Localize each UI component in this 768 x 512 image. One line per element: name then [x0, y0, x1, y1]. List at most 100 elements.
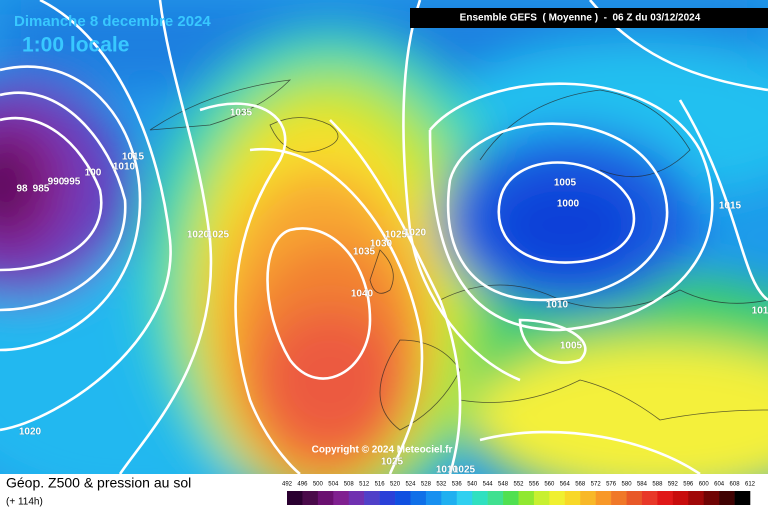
colorbar-tick-label: 576: [606, 482, 617, 488]
colorbar-swatch: [364, 491, 380, 505]
footer-title: Géop. Z500 & pression au sol: [6, 475, 191, 491]
copyright: Copyright © 2024 Meteociel.fr: [312, 445, 453, 456]
colorbar-tick-label: 552: [513, 482, 524, 488]
isobar-label: 1040: [351, 289, 374, 300]
colorbar-swatch: [703, 491, 720, 505]
colorbar-swatch: [518, 491, 535, 505]
colorbar-swatch: [456, 491, 473, 505]
colorbar-tick-label: 516: [375, 482, 386, 488]
isobar-label: 1010: [436, 465, 459, 476]
colorbar-tick-label: 564: [560, 482, 571, 488]
isobar-label: 1015: [719, 201, 742, 212]
isobar-label: 990: [48, 177, 65, 188]
colorbar-swatch: [626, 491, 643, 505]
colorbar-tick-label: 520: [390, 482, 401, 488]
colorbar-tick-label: 540: [467, 482, 478, 488]
isobar-label: 1005: [554, 178, 577, 189]
colorbar-swatch: [549, 491, 566, 505]
colorbar-tick-label: 600: [699, 482, 710, 488]
colorbar-tick-label: 572: [591, 482, 602, 488]
colorbar-tick-label: 496: [297, 482, 308, 488]
isobars: [0, 0, 768, 474]
colorbar-swatch: [395, 491, 411, 505]
colorbar-swatch: [333, 491, 350, 505]
colorbar-swatch: [672, 491, 689, 505]
run-banner: [410, 8, 768, 28]
colorbar-swatch: [287, 491, 303, 505]
isobar-label: 1015: [122, 152, 145, 163]
isobar-label: 1025: [385, 230, 408, 241]
colorbar-swatch: [533, 491, 550, 505]
isobar-label: 98: [16, 184, 28, 195]
isobar-label: 1025: [381, 457, 404, 468]
map-time: 1:00 locale: [22, 34, 129, 57]
isobar-label: 1025: [453, 465, 476, 476]
colorbar-tick-label: 508: [344, 482, 355, 488]
colorbar-swatch: [410, 491, 427, 505]
colorbar-tick-label: 612: [745, 482, 756, 488]
colorbar-tick-label: 560: [544, 482, 555, 488]
isobar-label: 1000: [557, 199, 580, 210]
colorbar-tick-label: 604: [714, 482, 725, 488]
colorbar-swatch: [688, 491, 704, 505]
colorbar-swatch: [595, 491, 612, 505]
colorbar-tick-label: 584: [637, 482, 648, 488]
colorbar-tick-label: 536: [452, 482, 463, 488]
colorbar-swatch: [472, 491, 488, 505]
map-date: Dimanche 8 decembre 2024: [14, 13, 211, 30]
colorbar-swatch: [734, 491, 751, 505]
colorbar-swatch: [503, 491, 519, 505]
colorbar-tick-label: 588: [652, 482, 663, 488]
colorbar-tick-label: 504: [328, 482, 339, 488]
isobar-labels: 1035101510101009959909859810201025103510…: [16, 107, 768, 476]
colorbar-swatch: [564, 491, 581, 505]
isobar-label: 100: [85, 168, 102, 179]
isobar-label: 1020: [404, 228, 427, 239]
isobar-label: 995: [64, 177, 81, 188]
isobar-label: 1020: [19, 427, 42, 438]
isobar-label: 1010: [546, 300, 569, 311]
colorbar-tick-label: 596: [683, 482, 694, 488]
colorbar-tick-label: 492: [282, 482, 293, 488]
colorbar-tick-label: 580: [622, 482, 633, 488]
colorbar-tick-label: 608: [730, 482, 741, 488]
colorbar-swatch: [719, 491, 735, 505]
colorbar-swatch: [425, 491, 442, 505]
footer-lead: (+ 114h): [6, 497, 43, 508]
colorbar-tick-label: 532: [436, 482, 447, 488]
colorbar-tick-label: 524: [405, 482, 416, 488]
isobar-label: 1035: [353, 247, 376, 258]
isobar-label: 1020: [187, 230, 210, 241]
colorbar-tick-label: 544: [483, 482, 494, 488]
colorbar-swatch: [302, 491, 319, 505]
isobar-label: 1030: [370, 239, 393, 250]
colorbar-swatch: [580, 491, 596, 505]
isobar-label: 1005: [560, 341, 583, 352]
colorbar-swatch: [487, 491, 504, 505]
colorbar-tick-label: 548: [498, 482, 509, 488]
colorbar-tick-label: 592: [668, 482, 679, 488]
isobar-label: 101: [752, 306, 768, 317]
colorbar-tick-label: 568: [575, 482, 586, 488]
isobar-label: 1025: [207, 230, 230, 241]
isobar-label: 1035: [230, 108, 253, 119]
colorbar-swatch: [611, 491, 627, 505]
colorbar: 492 496 500 504 508 512 516 520 524 528 532 536 540 5…: [282, 482, 756, 505]
colorbar-tick-label: 528: [421, 482, 432, 488]
isobar-label: 985: [33, 184, 50, 195]
run-info: Ensemble GEFS ( Moyenne ) - 06 Z du 03/1…: [460, 13, 701, 24]
colorbar-swatch: [348, 491, 365, 505]
colorbar-swatch: [379, 491, 396, 505]
colorbar-tick-label: 500: [313, 482, 324, 488]
coastlines: [149, 79, 768, 431]
colorbar-swatch: [317, 491, 334, 505]
colorbar-swatch: [641, 491, 658, 505]
colorbar-tick-label: 512: [359, 482, 370, 488]
colorbar-swatch: [441, 491, 458, 505]
colorbar-swatch: [657, 491, 674, 505]
isobar-label: 1010: [113, 162, 136, 173]
colorbar-tick-label: 556: [529, 482, 540, 488]
